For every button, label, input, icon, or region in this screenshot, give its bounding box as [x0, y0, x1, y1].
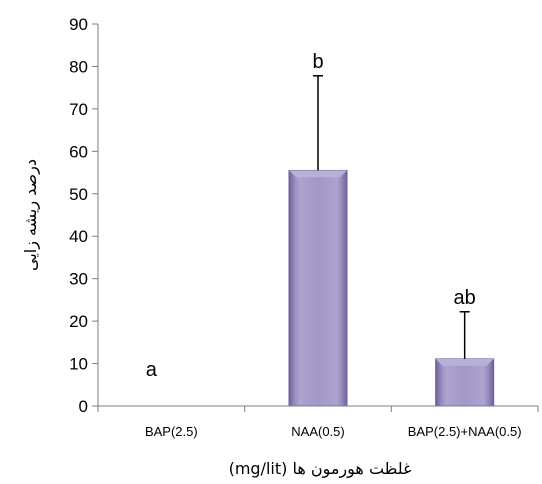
y-tick-label: 80 [69, 57, 88, 76]
x-tick-label: BAP(2.5)+NAA(0.5) [408, 424, 522, 439]
significance-letter: a [146, 359, 158, 381]
y-tick-label: 30 [69, 270, 88, 289]
y-tick-label: 0 [79, 397, 88, 416]
error-bar [459, 311, 470, 359]
significance-letter: ab [454, 287, 476, 309]
x-axis-ticks: BAP(2.5) NAA(0.5) BAP(2.5)+NAA(0.5) [145, 424, 522, 439]
x-axis-title: غلظت هورمون ها (mg/lit) [229, 459, 412, 479]
y-tick-label: 20 [69, 312, 88, 331]
y-tick-label: 40 [69, 227, 88, 246]
error-bars [313, 75, 470, 359]
y-tick-label: 10 [69, 355, 88, 374]
bar [288, 169, 348, 407]
bar [435, 358, 495, 407]
axes [97, 24, 539, 412]
y-tick-label: 50 [69, 185, 88, 204]
y-axis-ticks: 0 10 20 30 40 50 60 70 80 90 [69, 15, 98, 416]
significance-letter: b [312, 51, 323, 73]
y-tick-label: 70 [69, 100, 88, 119]
error-bar [313, 75, 323, 171]
y-tick-label: 90 [69, 15, 88, 34]
x-tick-label: BAP(2.5) [145, 424, 198, 439]
y-tick-label: 60 [69, 142, 88, 161]
y-axis-title: درصد ریشه زایی [21, 159, 41, 271]
x-tick-label: NAA(0.5) [291, 424, 344, 439]
